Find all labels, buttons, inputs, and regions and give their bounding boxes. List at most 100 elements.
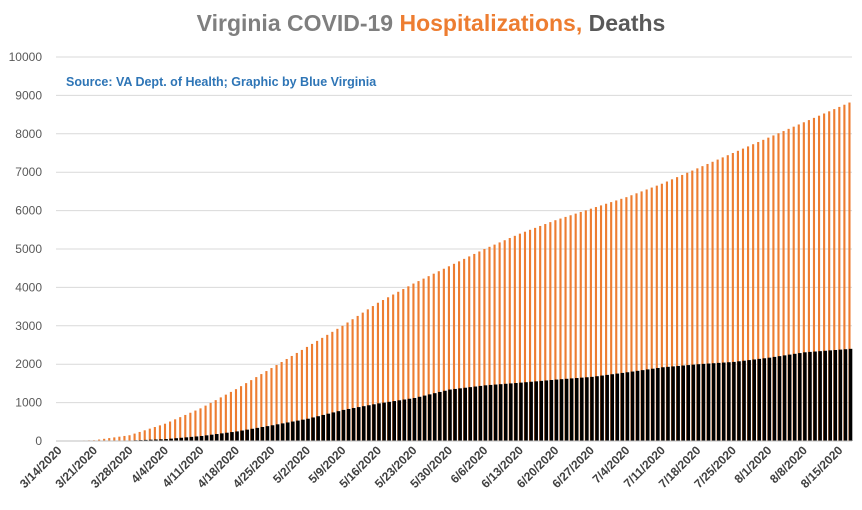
hospitalization-bar (239, 386, 243, 441)
deaths-bar (417, 396, 422, 441)
deaths-bar (732, 361, 736, 441)
deaths-bar (306, 418, 310, 441)
hospitalization-bar (498, 242, 501, 441)
deaths-bar (666, 366, 670, 441)
deaths-bar (747, 360, 751, 441)
hospitalization-bar (721, 157, 724, 442)
deaths-bar (833, 349, 838, 441)
hospitalization-bar (179, 417, 182, 441)
deaths-bar (848, 348, 853, 441)
deaths-bar (144, 439, 148, 441)
hospitalization-bar (331, 331, 334, 441)
deaths-bar (574, 378, 579, 441)
hospitalization-bar (219, 397, 222, 441)
deaths-bar (488, 384, 493, 441)
deaths-bar (640, 370, 645, 441)
deaths-bar (372, 404, 376, 441)
deaths-bar (630, 371, 635, 441)
deaths-bar (498, 384, 503, 441)
hospitalization-bar (270, 368, 273, 441)
deaths-bar (524, 382, 528, 441)
deaths-bar (493, 384, 498, 441)
deaths-bar (392, 401, 396, 441)
hospitalization-bar (488, 246, 491, 441)
deaths-bar (326, 413, 331, 441)
deaths-bar (625, 372, 630, 441)
deaths-series (62, 348, 853, 441)
deaths-bar (422, 395, 427, 441)
hospitalization-bar (817, 115, 821, 441)
deaths-bar (539, 380, 544, 441)
hospitalization-bar (326, 334, 329, 441)
hospitalization-bar (376, 302, 380, 441)
hospitalization-bar (635, 193, 638, 441)
deaths-bar (367, 405, 371, 441)
chart-title-part1: Virginia COVID-19 (196, 10, 400, 36)
deaths-bar (321, 414, 326, 441)
deaths-bar (706, 363, 711, 441)
hospitalization-bar (640, 191, 643, 441)
hospitalization-bar (782, 131, 785, 442)
deaths-bar (478, 385, 483, 441)
y-tick-label: 9000 (15, 88, 42, 102)
y-tick-label: 6000 (15, 204, 42, 218)
y-tick-label: 2000 (15, 357, 42, 371)
hospitalization-bar (574, 213, 577, 441)
hospitalization-bar (686, 172, 689, 441)
deaths-bar (676, 365, 680, 441)
hospitalization-bar (361, 312, 364, 441)
deaths-bar (149, 439, 153, 441)
deaths-bar (656, 367, 660, 441)
hospitalization-bar (108, 438, 111, 441)
hospitalization-bar (746, 146, 750, 441)
hospitalization-bar (463, 258, 466, 441)
y-tick-label: 5000 (15, 242, 42, 256)
deaths-bar (509, 383, 513, 441)
hospitalization-bar (224, 394, 227, 441)
hospitalization-bar (528, 229, 532, 441)
hospitalization-bar (402, 289, 405, 441)
deaths-bar (671, 366, 675, 441)
deaths-bar (645, 369, 650, 441)
deaths-bar (433, 393, 437, 441)
hospitalization-bar (549, 222, 552, 441)
deaths-bar (240, 430, 244, 441)
x-tick-label: 8/1/2020 (732, 443, 775, 486)
y-tick-label: 8000 (15, 127, 42, 141)
deaths-bar (458, 388, 462, 441)
deaths-bar (777, 356, 782, 441)
deaths-bar (813, 351, 817, 441)
y-tick-label: 7000 (15, 165, 42, 179)
hospitalization-bar (265, 371, 268, 441)
hospitalization-bar (204, 405, 207, 441)
hospitalization-bar (762, 139, 765, 441)
hospitalization-bar (594, 207, 598, 441)
source-note: Source: VA Dept. of Health; Graphic by B… (66, 75, 377, 89)
hospitalization-bar (706, 163, 709, 441)
deaths-bar (661, 367, 665, 441)
y-tick-label: 10000 (9, 50, 43, 64)
hospitalization-bar (579, 211, 582, 441)
deaths-bar (757, 358, 762, 441)
deaths-bar (250, 428, 255, 441)
hospitalization-bar (823, 113, 826, 441)
hospitalization-bar (118, 436, 121, 441)
hospitalization-bar (113, 437, 116, 441)
deaths-bar (580, 377, 584, 441)
hospitalization-bar (407, 286, 410, 441)
deaths-bar (792, 353, 797, 441)
hospitalization-bar (351, 319, 354, 441)
hospitalization-bar (397, 291, 400, 441)
deaths-bar (701, 363, 706, 441)
hospitalization-bar (138, 431, 141, 441)
hospitalization-bar (143, 430, 146, 441)
deaths-bar (443, 390, 447, 441)
deaths-bar (397, 400, 402, 441)
chart-title-part2: Hospitalizations, (399, 10, 583, 36)
hospitalization-bar (417, 281, 420, 441)
deaths-bar (569, 378, 574, 441)
deaths-bar (377, 403, 381, 441)
deaths-bar (727, 362, 731, 441)
hospitalization-bar (245, 383, 248, 441)
deaths-bar (438, 391, 442, 441)
